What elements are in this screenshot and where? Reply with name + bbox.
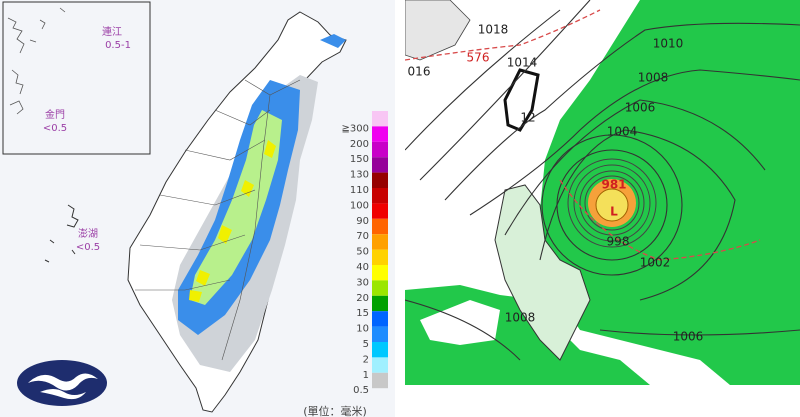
legend-swatch — [372, 357, 388, 373]
isobar-label: 1006 — [625, 101, 656, 115]
legend-swatch — [372, 172, 388, 188]
inset-box — [2, 1, 151, 155]
rain-area — [540, 0, 800, 385]
philippines — [494, 184, 591, 361]
legend-label: 5 — [363, 339, 369, 350]
legend-swatch — [372, 141, 388, 158]
legend-label: 40 — [356, 262, 369, 273]
low-marker: L — [610, 205, 618, 219]
isobar-label: 1018 — [478, 23, 509, 37]
legend-label: ≧300 — [342, 123, 369, 134]
legend-label: 90 — [356, 216, 369, 227]
legend-label: 150 — [350, 154, 369, 165]
height-label: 576 — [467, 51, 490, 65]
isobars — [405, 0, 800, 361]
logo — [17, 360, 107, 406]
legend: ≧300 200 150 130 110 100 90 70 50 40 30 20 15 10 5 2 1 0.… — [342, 111, 388, 396]
legend-label: 15 — [356, 308, 369, 319]
legend-label: 50 — [356, 247, 369, 258]
taiwan — [503, 68, 540, 132]
typhoon-eye — [595, 188, 629, 222]
inset-name: 連江 — [102, 25, 122, 38]
legend-swatch — [372, 342, 388, 358]
isobar-label: 1008 — [505, 311, 536, 325]
coast-inset — [7, 7, 66, 115]
legend-swatch — [372, 311, 388, 327]
isobar-label: 998 — [607, 235, 630, 249]
clear-area — [420, 300, 500, 345]
legend-label: 70 — [356, 231, 369, 242]
rain-north — [320, 34, 346, 48]
county-borders — [135, 79, 301, 361]
legend-label: 20 — [356, 293, 369, 304]
land — [405, 0, 471, 61]
center-pressure: 981 — [601, 178, 626, 192]
inset-name: 金門 — [45, 108, 65, 121]
legend-label: 10 — [356, 324, 369, 335]
legend-swatch — [372, 326, 388, 342]
isobar-label: 016 — [408, 65, 431, 79]
isobar-label: 1004 — [607, 125, 638, 139]
inset-value: <0.5 — [43, 123, 67, 134]
legend-swatch — [372, 203, 388, 219]
isobar-label: 1002 — [640, 256, 671, 270]
legend-swatch — [372, 188, 388, 204]
isobar-label: 1014 — [507, 56, 538, 70]
penghu-islands — [44, 204, 79, 263]
legend-label: 2 — [363, 354, 369, 365]
inset-value: <0.5 — [76, 242, 100, 253]
legend-swatch — [372, 295, 388, 312]
legend-swatch — [372, 157, 388, 173]
legend-swatch — [372, 218, 388, 235]
legend-swatch — [372, 234, 388, 250]
isobar-label: 1010 — [653, 37, 684, 51]
rain-map: 連江 0.5-1 金門 <0.5 澎湖 <0.5 ≧30020015013011… — [0, 0, 395, 417]
inset-name: 澎湖 — [78, 228, 98, 240]
legend-swatch — [372, 372, 388, 389]
legend-unit: (單位：毫米) — [303, 404, 367, 417]
legend-swatch — [372, 249, 388, 265]
legend-label: 30 — [356, 277, 369, 288]
legend-label: 0.5 — [353, 385, 369, 396]
isobar-label: 12 — [520, 111, 535, 125]
model-map: 1018 1014 016 576 12 1010 1008 1006 1004… — [405, 0, 800, 385]
legend-swatch — [372, 111, 388, 127]
contour-dashed — [405, 9, 761, 261]
legend-label: 1 — [363, 370, 369, 381]
inset-value: 0.5-1 — [105, 40, 131, 51]
legend-swatch — [372, 126, 388, 142]
rain-green — [190, 110, 282, 305]
isobar-label: 1006 — [673, 330, 704, 344]
legend-label: 130 — [350, 170, 369, 181]
legend-swatch — [372, 265, 388, 281]
legend-label: 200 — [350, 139, 369, 150]
legend-label: 100 — [350, 200, 369, 211]
legend-label: 110 — [350, 185, 369, 196]
legend-swatch — [372, 280, 388, 296]
isobar-label: 1008 — [638, 71, 669, 85]
